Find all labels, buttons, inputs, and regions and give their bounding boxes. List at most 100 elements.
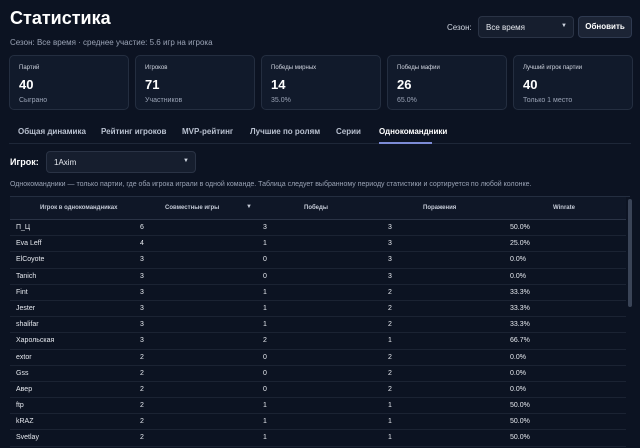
- cell-teammate: ftp: [16, 402, 24, 410]
- cell-winrate: 33.3%: [510, 321, 530, 329]
- page-subtitle: Сезон: Все время · среднее участие: 5.6 …: [10, 38, 213, 47]
- cell-games-together: 2: [140, 353, 144, 361]
- stat-card-value: 26: [397, 77, 412, 92]
- stat-card-sub: 65.0%: [397, 97, 417, 104]
- stat-card-label: Игроков: [145, 65, 168, 71]
- table-header: Игрок в однокомандниках Совместные игры …: [10, 197, 626, 220]
- cell-games-together: 3: [140, 272, 144, 280]
- tab-player-rating[interactable]: Рейтинг игроков: [101, 127, 167, 136]
- stat-card-value: 71: [145, 77, 160, 92]
- cell-teammate: Авер: [16, 385, 33, 393]
- stat-card-label: Лучший игрок партии: [523, 65, 583, 71]
- cell-losses: 2: [388, 288, 392, 296]
- stat-card-label: Победы мирных: [271, 65, 317, 71]
- cell-wins: 1: [263, 240, 267, 248]
- season-select[interactable]: Все время ▼: [478, 16, 574, 38]
- refresh-button[interactable]: Обновить: [578, 16, 632, 38]
- stat-card-mafia-wins: Победы мафии 26 65.0%: [387, 55, 507, 110]
- table-row: Gss 2 0 2 0.0%: [10, 366, 626, 382]
- cell-losses: 1: [388, 418, 392, 426]
- cell-winrate: 50.0%: [510, 224, 530, 231]
- tab-bar: Общая динамика Рейтинг игроков MVP-рейти…: [9, 120, 631, 144]
- cell-wins: 0: [263, 353, 267, 361]
- cell-wins: 0: [263, 385, 267, 393]
- table-row: ftp 2 1 1 50.0%: [10, 398, 626, 415]
- cell-losses: 3: [388, 224, 392, 231]
- cell-wins: 1: [263, 434, 267, 442]
- table-body: П_Ц 6 3 3 50.0% Eva Leff 4 1 3 25.0% ElCoyote 3 0 3 0.…: [10, 220, 626, 447]
- table-scrollbar[interactable]: [628, 199, 632, 307]
- summary-cards: Партий 40 Сыграно Игроков 71 Участников …: [9, 55, 633, 110]
- cell-wins: 0: [263, 369, 267, 377]
- cell-teammate: Jester: [16, 304, 36, 312]
- cell-games-together: 2: [140, 434, 144, 442]
- player-select-value: 1Axim: [54, 158, 77, 167]
- column-header-winrate[interactable]: Winrate: [553, 205, 575, 211]
- cell-losses: 2: [388, 321, 392, 329]
- cell-games-together: 3: [140, 321, 144, 329]
- page-title: Статистика: [10, 8, 111, 28]
- stat-card-games: Партий 40 Сыграно: [9, 55, 129, 110]
- teammates-table: Игрок в однокомандниках Совместные игры …: [10, 196, 630, 448]
- column-header-teammate[interactable]: Игрок в однокомандниках: [40, 205, 118, 211]
- column-header-wins[interactable]: Победы: [304, 205, 328, 211]
- cell-losses: 2: [388, 304, 392, 312]
- table-row: Svetlay 2 1 1 50.0%: [10, 430, 626, 447]
- cell-losses: 1: [388, 337, 392, 345]
- tab-overall-dynamics[interactable]: Общая динамика: [18, 127, 86, 136]
- season-label: Сезон:: [447, 23, 472, 32]
- cell-teammate: shalifar: [16, 321, 39, 329]
- player-filter-label: Игрок:: [10, 157, 39, 167]
- cell-teammate: Tanich: [16, 272, 37, 280]
- cell-wins: 1: [263, 288, 267, 296]
- active-tab-indicator: [379, 142, 432, 144]
- tab-streaks[interactable]: Серии: [336, 127, 361, 136]
- tab-teammates[interactable]: Однокомандники: [379, 127, 448, 136]
- stat-card-label: Победы мафии: [397, 65, 440, 71]
- cell-winrate: 0.0%: [510, 369, 526, 377]
- cell-losses: 2: [388, 369, 392, 377]
- stat-card-label: Партий: [19, 65, 40, 71]
- tab-best-by-role[interactable]: Лучшие по ролям: [250, 127, 321, 136]
- table-row: kRAZ 2 1 1 50.0%: [10, 414, 626, 431]
- tab-mvp-rating[interactable]: MVP-рейтинг: [182, 127, 234, 136]
- table-row: extor 2 0 2 0.0%: [10, 350, 626, 366]
- cell-winrate: 0.0%: [510, 256, 526, 264]
- cell-wins: 3: [263, 224, 267, 231]
- cell-losses: 3: [388, 272, 392, 280]
- stat-card-civilian-wins: Победы мирных 14 35.0%: [261, 55, 381, 110]
- cell-teammate: Eva Leff: [16, 240, 42, 248]
- stat-card-players: Игроков 71 Участников: [135, 55, 255, 110]
- column-header-losses[interactable]: Поражения: [423, 205, 457, 211]
- stat-card-best-player: Лучший игрок партии 40 Только 1 место: [513, 55, 633, 110]
- cell-winrate: 33.3%: [510, 304, 530, 312]
- cell-games-together: 3: [140, 337, 144, 345]
- cell-teammate: kRAZ: [16, 418, 34, 426]
- stat-card-sub: Участников: [145, 97, 183, 104]
- cell-winrate: 50.0%: [510, 418, 530, 426]
- table-row: shalifar 3 1 2 33.3%: [10, 317, 626, 334]
- player-select[interactable]: 1Axim ▼: [46, 151, 196, 173]
- cell-winrate: 66.7%: [510, 337, 530, 345]
- cell-winrate: 50.0%: [510, 434, 530, 442]
- cell-teammate: Gss: [16, 369, 29, 377]
- cell-wins: 1: [263, 321, 267, 329]
- table-row: Харольская 3 2 1 66.7%: [10, 333, 626, 350]
- cell-games-together: 3: [140, 256, 144, 264]
- cell-winrate: 0.0%: [510, 385, 526, 393]
- cell-teammate: П_Ц: [16, 224, 31, 231]
- cell-wins: 2: [263, 337, 267, 345]
- season-select-value: Все время: [486, 23, 525, 32]
- cell-games-together: 6: [140, 224, 144, 231]
- stat-card-sub: 35.0%: [271, 97, 291, 104]
- cell-losses: 3: [388, 256, 392, 264]
- column-header-games-together[interactable]: Совместные игры: [165, 205, 220, 211]
- table-row: Fint 3 1 2 33.3%: [10, 285, 626, 301]
- cell-wins: 1: [263, 418, 267, 426]
- cell-losses: 2: [388, 385, 392, 393]
- table-row: П_Ц 6 3 3 50.0%: [10, 220, 626, 237]
- cell-wins: 1: [263, 304, 267, 312]
- cell-winrate: 50.0%: [510, 402, 530, 410]
- sort-desc-icon[interactable]: ▼: [246, 204, 252, 210]
- cell-winrate: 33.3%: [510, 288, 530, 296]
